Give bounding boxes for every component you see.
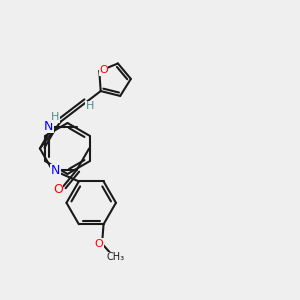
Text: N: N — [44, 120, 53, 133]
Text: H: H — [86, 101, 94, 112]
Text: N: N — [51, 164, 61, 177]
Text: O: O — [99, 65, 108, 75]
Text: CH₃: CH₃ — [106, 252, 124, 262]
Text: O: O — [95, 239, 103, 249]
Text: O: O — [53, 183, 63, 196]
Text: H: H — [51, 112, 60, 122]
